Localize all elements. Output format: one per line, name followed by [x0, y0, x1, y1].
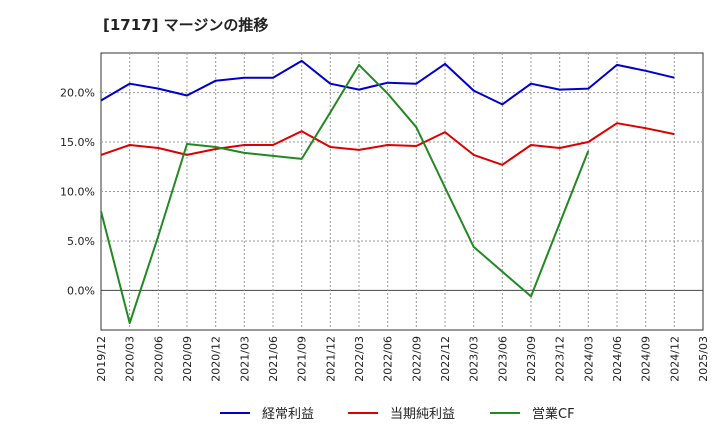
x-tick-label: 2023/06 — [496, 336, 509, 382]
legend-label: 当期純利益 — [390, 407, 455, 422]
legend-label: 営業CF — [532, 406, 575, 422]
grid-lines — [101, 53, 703, 330]
chart-title: [1717] マージンの推移 — [103, 16, 269, 34]
x-tick-label: 2020/12 — [210, 336, 223, 382]
y-tick-label: 0.0% — [67, 284, 95, 297]
y-tick-labels: 0.0% 5.0% 10.0% 15.0% 20.0% — [60, 87, 95, 298]
x-tick-label: 2020/03 — [124, 336, 137, 382]
legend-label: 経常利益 — [262, 407, 314, 422]
legend: 経常利益 当期純利益 営業CF — [220, 406, 575, 422]
x-tick-label: 2024/12 — [668, 336, 681, 382]
y-tick-label: 20.0% — [60, 87, 95, 100]
x-tick-label: 2021/12 — [324, 336, 337, 382]
x-tick-label: 2022/03 — [353, 336, 366, 382]
series-lines — [100, 59, 675, 325]
x-tick-labels: 2019/12 2020/03 2020/06 2020/09 2020/12 2021/… — [95, 336, 710, 382]
x-tick-label: 2023/03 — [468, 336, 481, 382]
x-tick-label: 2022/12 — [439, 336, 452, 382]
x-tick-label: 2024/09 — [640, 336, 653, 382]
series-line-経常利益 — [100, 59, 675, 106]
x-tick-label: 2024/06 — [611, 336, 624, 382]
x-tick-label: 2021/03 — [238, 336, 251, 382]
x-tick-label: 2025/03 — [697, 336, 710, 382]
x-tick-label: 2023/09 — [525, 336, 538, 382]
x-tick-label: 2021/06 — [267, 336, 280, 382]
series-line-営業CF — [100, 63, 590, 325]
y-tick-label: 15.0% — [60, 136, 95, 149]
x-tick-label: 2022/09 — [410, 336, 423, 382]
series-line-当期純利益 — [100, 122, 675, 166]
x-tick-label: 2022/06 — [382, 336, 395, 382]
x-tick-label: 2019/12 — [95, 336, 108, 382]
x-tick-label: 2020/06 — [152, 336, 165, 382]
x-tick-label: 2020/09 — [181, 336, 194, 382]
x-tick-label: 2024/03 — [582, 336, 595, 382]
x-tick-label: 2023/12 — [554, 336, 567, 382]
y-tick-label: 5.0% — [67, 235, 95, 248]
x-tick-label: 2021/09 — [296, 336, 309, 382]
y-tick-label: 10.0% — [60, 186, 95, 199]
